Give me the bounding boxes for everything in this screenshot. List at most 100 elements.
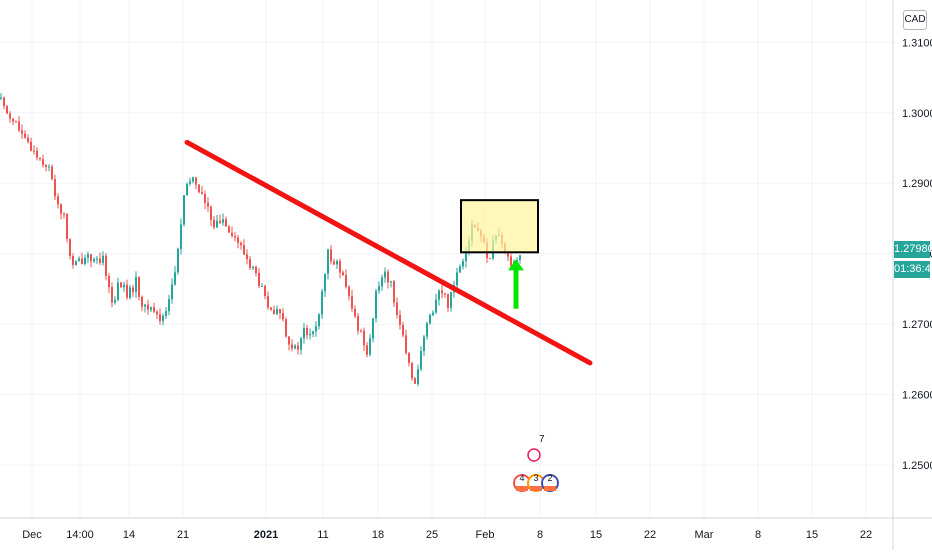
- x-tick-label: 8: [537, 529, 543, 541]
- arrow-layer: [508, 259, 524, 309]
- candle-body: [36, 150, 38, 158]
- x-tick-label: 15: [806, 529, 818, 541]
- candle-body: [225, 219, 227, 227]
- candle-body: [129, 287, 131, 298]
- candle-body: [444, 293, 446, 295]
- candle-body: [387, 271, 389, 283]
- candle-body: [204, 193, 206, 203]
- candle-body: [195, 177, 197, 185]
- event-count-top: 7: [539, 434, 545, 445]
- candle-body: [417, 369, 419, 384]
- candle-body: [54, 179, 56, 197]
- event-count: 3: [533, 473, 538, 483]
- countdown-tag: 01:36:44: [894, 261, 932, 278]
- candle-body: [255, 266, 257, 273]
- candle-body: [108, 275, 110, 288]
- candle-body: [348, 286, 350, 297]
- candle-body: [390, 281, 392, 283]
- candle-body: [3, 97, 5, 107]
- candle-body: [336, 261, 338, 265]
- candle-body: [330, 249, 332, 262]
- candle-body: [39, 157, 41, 160]
- candle-body: [216, 220, 218, 228]
- candle-body: [180, 224, 182, 249]
- candle-body: [288, 336, 290, 345]
- candle-body: [159, 314, 161, 322]
- candle-body: [90, 254, 92, 262]
- candle-body: [45, 165, 47, 167]
- candle-body: [411, 362, 413, 379]
- candle-body: [237, 237, 239, 243]
- candle-body: [420, 351, 422, 370]
- candle-body: [426, 323, 428, 337]
- candle-body: [318, 314, 320, 327]
- x-tick-label: 2021: [254, 529, 278, 541]
- x-tick-label: 15: [590, 529, 602, 541]
- candle-body: [507, 251, 509, 257]
- candle-body: [126, 284, 128, 298]
- candle-body: [339, 261, 341, 273]
- candle-body: [267, 296, 269, 308]
- candle-body: [120, 282, 122, 288]
- event-flag-stripe: [544, 486, 556, 491]
- candle-body: [111, 287, 113, 303]
- candle-body: [51, 166, 53, 180]
- candle-body: [93, 259, 95, 262]
- candle-body: [354, 308, 356, 317]
- candle-body: [396, 302, 398, 315]
- x-tick-label: 11: [317, 529, 328, 541]
- candle-body: [183, 195, 185, 225]
- candle-body: [243, 245, 245, 255]
- x-tick-label: 14:00: [66, 529, 94, 541]
- event-count: 2: [547, 473, 552, 483]
- arrow-head: [508, 259, 524, 271]
- candle-body: [0, 97, 2, 99]
- x-tick-label: 22: [644, 529, 656, 541]
- candle-body: [351, 296, 353, 309]
- event-flag-stripe: [530, 486, 542, 491]
- last-price-tag: 1.27980: [894, 241, 932, 258]
- candle-body: [240, 242, 242, 246]
- candle-body: [456, 272, 458, 285]
- candle-body: [465, 251, 467, 262]
- candle-body: [357, 316, 359, 331]
- candle-body: [312, 331, 314, 334]
- x-tick-label: Dec: [22, 529, 42, 541]
- candle-body: [438, 290, 440, 300]
- candle-body: [72, 256, 74, 265]
- candle-body: [309, 333, 311, 336]
- candle-body: [435, 299, 437, 313]
- candle-body: [63, 213, 65, 215]
- highlight-box-layer: [460, 199, 539, 254]
- x-tick-label: 21: [177, 529, 189, 541]
- candle-body: [432, 312, 434, 315]
- candle-body: [57, 196, 59, 205]
- candle-body: [372, 318, 374, 339]
- candle-body: [12, 118, 14, 122]
- candle-body: [342, 272, 344, 276]
- candle-body: [9, 113, 11, 119]
- candle-body: [510, 256, 512, 266]
- x-tick-label: 25: [426, 529, 438, 541]
- x-tick-label: 8: [755, 529, 761, 541]
- candle-body: [138, 276, 140, 297]
- y-tick-label: 1.29000: [902, 178, 932, 190]
- candle-body: [81, 258, 83, 264]
- candlestick-series: [0, 93, 521, 387]
- currency-badge[interactable]: CAD: [903, 10, 927, 30]
- event-markers[interactable]: 7 4 3 2: [513, 434, 559, 492]
- candle-body: [60, 204, 62, 214]
- candle-body: [252, 266, 254, 268]
- candle-body: [135, 276, 137, 292]
- candle-body: [315, 326, 317, 332]
- candle-body: [42, 159, 44, 166]
- candle-body: [24, 133, 26, 138]
- candle-body: [258, 272, 260, 287]
- candle-body: [189, 181, 191, 184]
- candle-body: [102, 255, 104, 263]
- candle-body: [222, 219, 224, 223]
- candle-body: [15, 121, 17, 123]
- x-tick-label: Feb: [476, 529, 495, 541]
